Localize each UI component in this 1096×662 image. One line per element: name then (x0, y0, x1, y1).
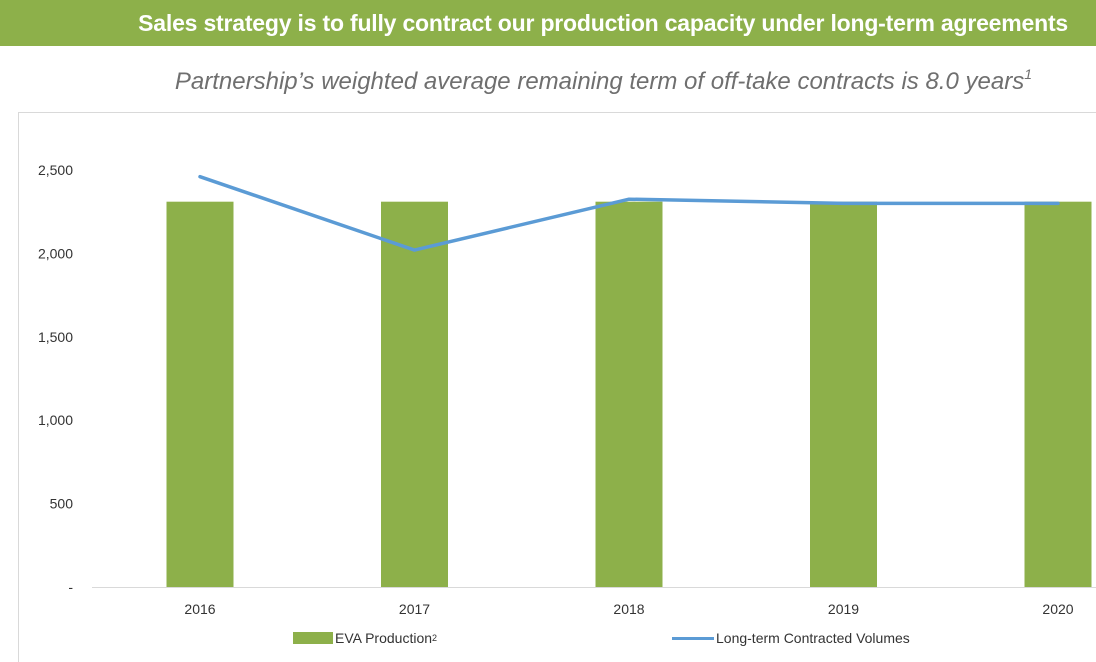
bar (381, 201, 448, 587)
x-tick-label: 2016 (184, 601, 215, 617)
chart-subtitle: Partnership’s weighted average remaining… (175, 66, 1032, 96)
x-tick-label: 2020 (1042, 601, 1073, 617)
legend-item-bars: EVA Production 2 (293, 628, 437, 648)
legend-footnote-bars: 2 (432, 633, 438, 643)
y-axis: - 500 1,000 1,500 2,000 2,500 (38, 162, 73, 595)
bar-series (166, 201, 1092, 587)
bar (1024, 201, 1092, 587)
y-tick-label: 500 (50, 496, 74, 512)
y-tick-label: 1,500 (38, 329, 73, 345)
y-tick-label: - (68, 579, 73, 595)
x-tick-label: 2019 (828, 601, 859, 617)
legend-label-bars: EVA Production (335, 630, 433, 646)
y-tick-label: 1,000 (38, 412, 73, 428)
x-tick-label: 2018 (613, 601, 644, 617)
line-series (198, 174, 1060, 252)
bar (810, 201, 877, 587)
legend-swatch-bars (293, 632, 333, 644)
page-title: Sales strategy is to fully contract our … (138, 10, 1068, 36)
line-series-path (198, 174, 1060, 252)
x-tick-label: 2017 (399, 601, 430, 617)
chart-frame (18, 112, 1096, 662)
bar (595, 201, 663, 587)
subtitle-text: Partnership’s weighted average remaining… (174, 68, 1025, 95)
x-axis: 2016 2017 2018 2019 2020 (92, 587, 1096, 617)
legend-item-line: Long-term Contracted Volumes (672, 628, 910, 648)
subtitle-footnote: 1 (1024, 66, 1032, 82)
legend-swatch-line (672, 636, 714, 640)
y-tick-label: 2,500 (38, 162, 73, 178)
header-banner: Sales strategy is to fully contract our … (0, 0, 1096, 46)
legend-label-line: Long-term Contracted Volumes (716, 630, 910, 646)
bar (166, 201, 234, 587)
y-tick-label: 2,000 (38, 245, 73, 261)
